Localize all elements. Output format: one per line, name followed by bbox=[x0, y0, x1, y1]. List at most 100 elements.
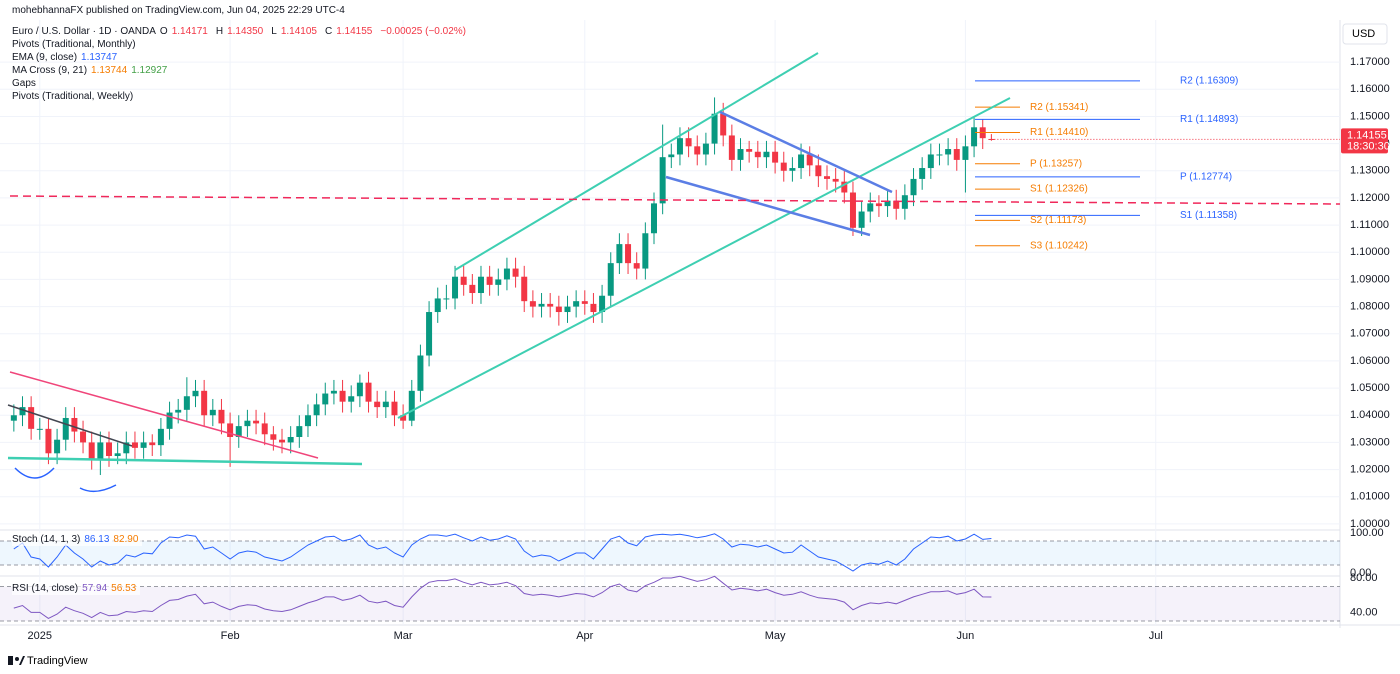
y-tick-label: 1.00000 bbox=[1350, 518, 1390, 530]
indicator-name: EMA (9, close) bbox=[12, 52, 78, 63]
candle-body bbox=[235, 426, 242, 437]
candle-body bbox=[503, 268, 510, 280]
candle-body bbox=[555, 306, 562, 313]
candle-body bbox=[642, 233, 649, 269]
pane-value: 57.94 bbox=[82, 583, 108, 594]
ohlc-value: 1.14171 bbox=[171, 26, 208, 37]
candle-body bbox=[746, 149, 753, 152]
y-tick-label: 0.00 bbox=[1350, 567, 1371, 579]
footer-brand: TradingView bbox=[27, 655, 88, 667]
candle-body bbox=[348, 396, 355, 402]
candle-body bbox=[893, 200, 900, 209]
pivot-label: P (1.12774) bbox=[1180, 172, 1232, 183]
candle-body bbox=[166, 412, 173, 429]
published-line: mohebhannaFX published on TradingView.co… bbox=[12, 4, 349, 17]
y-tick-label: 1.03000 bbox=[1350, 436, 1390, 448]
candle-body bbox=[971, 127, 978, 147]
ohlc-label: H bbox=[215, 26, 224, 37]
pivot-label: S1 (1.12326) bbox=[1030, 184, 1088, 195]
y-tick-label: 1.05000 bbox=[1350, 382, 1390, 394]
currency-box[interactable] bbox=[1342, 23, 1388, 45]
candle-body bbox=[495, 279, 502, 285]
candle-body bbox=[114, 453, 121, 457]
y-tick-label: 1.09000 bbox=[1350, 273, 1390, 285]
candle-body bbox=[763, 151, 770, 158]
logo bbox=[15, 657, 19, 661]
candle-body bbox=[547, 303, 554, 307]
candle-body bbox=[105, 442, 112, 457]
candle-body bbox=[754, 151, 761, 158]
candle-body bbox=[227, 423, 234, 437]
candle-body bbox=[832, 178, 839, 182]
candle-body bbox=[313, 404, 320, 416]
candle-body bbox=[149, 442, 156, 446]
candle-body bbox=[927, 154, 934, 169]
candle-body bbox=[140, 442, 147, 448]
y-tick-label: 1.02000 bbox=[1350, 463, 1390, 475]
y-tick-label: 1.01000 bbox=[1350, 491, 1390, 503]
logo bbox=[19, 656, 25, 665]
candle-body bbox=[780, 162, 787, 171]
candle-body bbox=[910, 178, 917, 196]
y-tick-label: 80.00 bbox=[1350, 572, 1378, 584]
x-tick-label: Feb bbox=[221, 630, 240, 642]
candle-body bbox=[88, 442, 95, 459]
pivot-label: R1 (1.14893) bbox=[1180, 114, 1238, 125]
x-tick-label: May bbox=[765, 630, 786, 642]
candle-body bbox=[521, 276, 528, 302]
rsi-legend: RSI (14, close) 57.94 56.53 bbox=[12, 582, 141, 595]
candle-body bbox=[477, 276, 484, 294]
candle-body bbox=[131, 442, 138, 448]
candle-body bbox=[694, 146, 701, 155]
candle-body bbox=[538, 303, 545, 307]
candle-body bbox=[71, 417, 78, 432]
trendline bbox=[7, 456, 363, 466]
candle-body bbox=[529, 301, 536, 307]
candle-body bbox=[945, 149, 952, 155]
candle-body bbox=[633, 263, 640, 269]
currency[interactable]: USD bbox=[1352, 28, 1375, 40]
y-tick-label: 40.00 bbox=[1350, 606, 1378, 618]
candle-body bbox=[244, 420, 251, 427]
candle-body bbox=[279, 439, 286, 443]
candle-body bbox=[36, 428, 43, 430]
indicator-line: Gaps bbox=[12, 77, 40, 90]
band bbox=[0, 541, 1340, 565]
candle-body bbox=[296, 426, 303, 437]
candle-body bbox=[884, 200, 891, 207]
candle-body bbox=[659, 157, 666, 204]
indicator-line bbox=[13, 575, 992, 619]
indicator-line bbox=[13, 533, 992, 572]
candle-body bbox=[253, 420, 260, 424]
y-tick-label: 1.08000 bbox=[1350, 301, 1390, 313]
price-axis-bg bbox=[1340, 0, 1400, 674]
candle-body bbox=[720, 113, 727, 136]
y-tick-label: 1.13000 bbox=[1350, 165, 1390, 177]
indicator-name: Pivots (Traditional, Weekly) bbox=[12, 91, 134, 102]
x-tick-label: Jul bbox=[1149, 630, 1163, 642]
candle-body bbox=[201, 390, 208, 416]
candle-body bbox=[460, 276, 467, 285]
indicator-line: Pivots (Traditional, Weekly) bbox=[12, 90, 137, 103]
candle-body bbox=[650, 203, 657, 234]
indicator-name: Gaps bbox=[12, 78, 36, 89]
candle-body bbox=[789, 168, 796, 171]
ohlc-item: L 1.14105 bbox=[271, 26, 321, 37]
candle-body bbox=[452, 276, 459, 299]
candle-body bbox=[443, 298, 450, 300]
candle-body bbox=[434, 298, 441, 313]
indicator-name: Pivots (Traditional, Monthly) bbox=[12, 39, 136, 50]
candle-body bbox=[209, 409, 216, 416]
candle-body bbox=[849, 192, 856, 228]
candle-body bbox=[512, 268, 519, 277]
candle-body bbox=[339, 390, 346, 402]
ohlc-item: O 1.14171 bbox=[160, 26, 212, 37]
ohlc-item: C 1.14155 bbox=[325, 26, 376, 37]
candle-body bbox=[962, 146, 969, 160]
candle-body bbox=[815, 165, 822, 177]
indicator-line: Pivots (Traditional, Monthly) bbox=[12, 38, 140, 51]
candle-body bbox=[408, 390, 415, 421]
symbol: Euro / U.S. Dollar · 1D · OANDA bbox=[12, 26, 156, 37]
y-tick-label: 1.15000 bbox=[1350, 110, 1390, 122]
